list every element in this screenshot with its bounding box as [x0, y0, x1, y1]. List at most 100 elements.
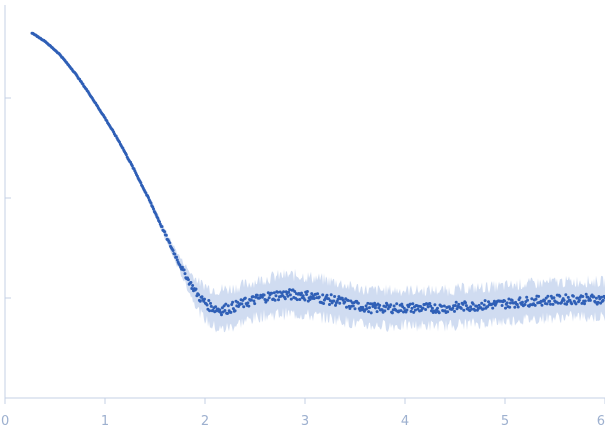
data-point	[454, 300, 458, 304]
error-band	[32, 32, 605, 333]
data-point	[293, 290, 297, 293]
data-point	[533, 303, 537, 307]
data-point	[434, 310, 438, 314]
data-point	[288, 293, 292, 297]
data-point	[226, 312, 229, 315]
x-tick-label: 5	[501, 414, 509, 429]
data-point	[328, 303, 331, 306]
data-point	[492, 299, 496, 303]
data-point	[510, 298, 514, 302]
data-point	[231, 300, 235, 304]
data-point	[251, 295, 255, 299]
data-point	[295, 298, 299, 302]
data-point	[581, 295, 585, 298]
data-point	[392, 304, 396, 308]
data-point	[548, 299, 552, 303]
data-point	[175, 255, 178, 259]
data-point	[601, 298, 605, 302]
data-point	[288, 288, 292, 292]
data-point	[481, 307, 485, 311]
data-point	[277, 298, 280, 302]
data-point	[408, 302, 412, 306]
data-point	[329, 293, 333, 297]
data-point	[163, 230, 167, 234]
data-point	[317, 295, 321, 299]
data-point	[508, 305, 512, 309]
data-point	[551, 302, 555, 306]
data-point	[451, 306, 455, 310]
data-points	[30, 31, 605, 317]
axes	[4, 5, 605, 399]
data-point	[230, 303, 234, 306]
data-point	[200, 295, 204, 299]
data-point	[283, 297, 287, 301]
data-point	[436, 306, 439, 310]
data-point	[328, 299, 332, 303]
data-point	[546, 294, 550, 298]
data-point	[411, 302, 415, 306]
x-tick-label: 0	[1, 414, 9, 429]
data-point	[139, 181, 143, 185]
data-point	[308, 298, 312, 301]
data-point	[526, 298, 529, 302]
data-point	[453, 309, 456, 313]
data-point	[530, 297, 534, 301]
data-point	[518, 296, 522, 300]
data-point	[482, 303, 486, 307]
data-point	[409, 309, 413, 313]
data-point	[365, 307, 369, 311]
data-point	[570, 302, 574, 306]
data-point	[477, 303, 481, 307]
data-point	[513, 305, 517, 309]
data-point	[146, 196, 150, 199]
data-point	[367, 310, 371, 314]
data-point	[272, 291, 276, 295]
data-point	[351, 304, 355, 308]
data-point	[203, 297, 206, 301]
data-point	[580, 301, 584, 305]
data-point	[282, 290, 286, 294]
data-point	[549, 302, 552, 306]
data-point	[558, 294, 562, 298]
data-point	[337, 295, 341, 299]
data-point	[534, 297, 538, 301]
data-point	[223, 309, 227, 312]
data-point	[182, 268, 186, 272]
data-point	[175, 258, 179, 262]
data-point	[369, 311, 373, 315]
data-point	[525, 295, 529, 299]
data-point	[480, 301, 484, 305]
data-point	[430, 306, 434, 310]
data-point	[160, 225, 164, 229]
data-point	[399, 309, 403, 313]
data-point	[305, 290, 309, 293]
data-point	[191, 284, 195, 287]
data-point	[543, 299, 546, 303]
x-tick-label: 1	[101, 414, 109, 429]
data-point	[574, 302, 578, 306]
data-point	[220, 313, 223, 317]
data-point	[455, 307, 459, 311]
data-point	[273, 298, 277, 302]
data-point	[597, 295, 601, 298]
data-point	[440, 304, 444, 308]
data-point	[338, 301, 342, 305]
data-point	[274, 294, 278, 298]
data-point	[327, 297, 331, 301]
data-point	[298, 298, 302, 301]
data-point	[130, 164, 134, 168]
data-point	[378, 303, 382, 307]
data-point	[583, 302, 586, 306]
data-point	[366, 301, 370, 305]
data-point	[584, 292, 588, 296]
data-point	[433, 303, 437, 307]
data-point	[190, 287, 194, 290]
data-point	[303, 298, 307, 302]
data-point	[475, 304, 479, 308]
data-point	[345, 305, 348, 309]
data-point	[462, 308, 466, 312]
data-point	[312, 297, 316, 300]
data-point	[483, 299, 487, 303]
data-point	[158, 220, 161, 224]
data-point	[168, 241, 172, 245]
